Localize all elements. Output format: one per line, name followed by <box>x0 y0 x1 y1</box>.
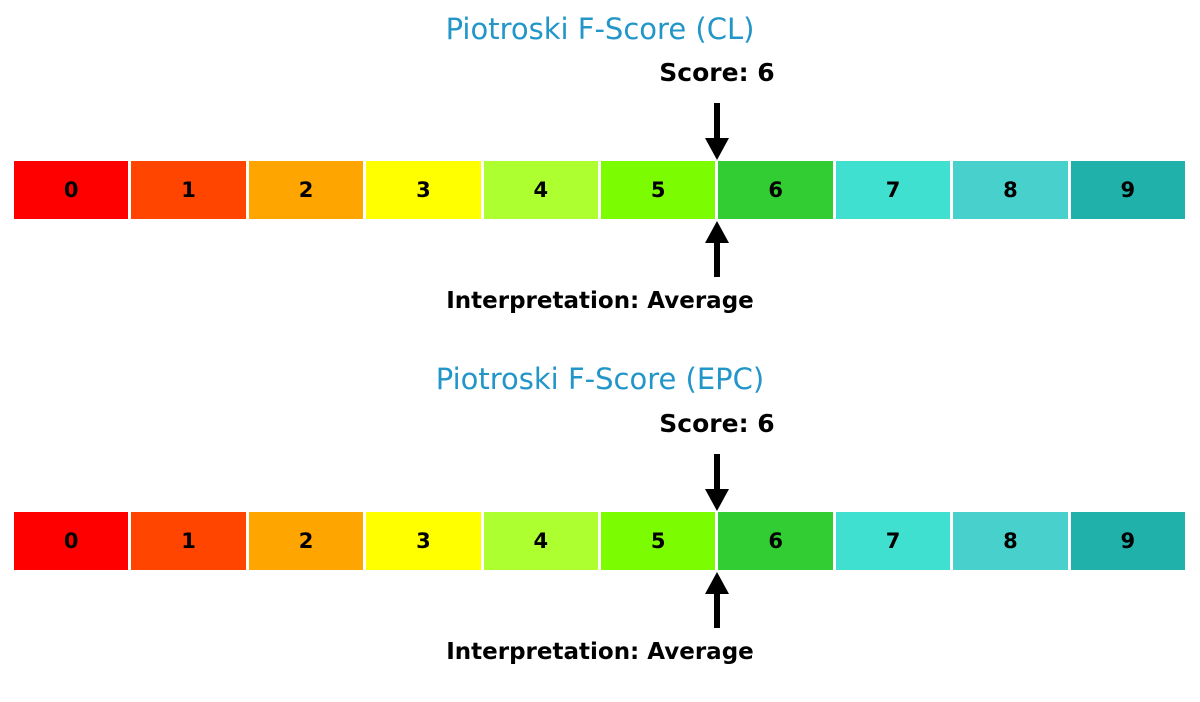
scale-cell-label: 7 <box>885 178 901 202</box>
scale-cell-label: 3 <box>416 178 431 202</box>
scale-cell-7: 7 <box>835 161 951 219</box>
scale-cell-label: 0 <box>63 529 79 553</box>
scale-cell-label: 8 <box>1003 178 1018 202</box>
scale-cell-label: 4 <box>533 529 549 553</box>
scale-cell-label: 1 <box>181 529 196 553</box>
scale-cell-5: 5 <box>601 161 716 219</box>
scale-cell-label: 1 <box>181 178 196 202</box>
scale-cell-9: 9 <box>1070 161 1186 219</box>
score-scale-bar-cl: 0 1 2 3 4 5 6 7 8 9 <box>14 161 1186 219</box>
scale-cell-3: 3 <box>366 161 481 219</box>
score-arrow-down-icon <box>705 454 729 511</box>
scale-cell-4: 4 <box>483 161 599 219</box>
scale-cell-2: 2 <box>248 161 364 219</box>
scale-cell-label: 6 <box>768 178 783 202</box>
score-arrow-down-icon <box>705 103 729 160</box>
scale-cell-6: 6 <box>718 161 833 219</box>
scale-cell-5: 5 <box>601 512 716 570</box>
scale-cell-label: 2 <box>298 178 314 202</box>
chart-title-epc: Piotroski F-Score (EPC) <box>435 362 765 396</box>
scale-cell-2: 2 <box>248 512 364 570</box>
scale-cell-label: 0 <box>63 178 79 202</box>
score-annotation-epc: Score: 6 <box>659 409 775 438</box>
scale-cell-0: 0 <box>14 512 129 570</box>
scale-cell-label: 3 <box>416 529 431 553</box>
scale-cell-3: 3 <box>366 512 481 570</box>
scale-cell-label: 2 <box>298 529 314 553</box>
scale-cell-8: 8 <box>953 512 1068 570</box>
score-annotation-cl: Score: 6 <box>659 58 775 87</box>
scale-cell-7: 7 <box>835 512 951 570</box>
chart-title-cl: Piotroski F-Score (CL) <box>445 12 755 46</box>
scale-cell-6: 6 <box>718 512 833 570</box>
scale-cell-label: 7 <box>885 529 901 553</box>
scale-cell-8: 8 <box>953 161 1068 219</box>
scale-cell-1: 1 <box>131 512 246 570</box>
scale-cell-label: 9 <box>1120 529 1136 553</box>
score-arrow-up-icon <box>705 572 729 628</box>
scale-cell-1: 1 <box>131 161 246 219</box>
scale-cell-9: 9 <box>1070 512 1186 570</box>
scale-cell-label: 5 <box>650 178 666 202</box>
scale-cell-label: 8 <box>1003 529 1018 553</box>
interpretation-label-cl: Interpretation: Average <box>446 288 754 314</box>
scale-cell-4: 4 <box>483 512 599 570</box>
scale-cell-label: 5 <box>650 529 666 553</box>
scale-cell-label: 4 <box>533 178 549 202</box>
score-arrow-up-icon <box>705 221 729 277</box>
interpretation-label-epc: Interpretation: Average <box>446 639 754 665</box>
score-scale-bar-epc: 0 1 2 3 4 5 6 7 8 9 <box>14 512 1186 570</box>
scale-cell-label: 9 <box>1120 178 1136 202</box>
scale-cell-label: 6 <box>768 529 783 553</box>
scale-cell-0: 0 <box>14 161 129 219</box>
